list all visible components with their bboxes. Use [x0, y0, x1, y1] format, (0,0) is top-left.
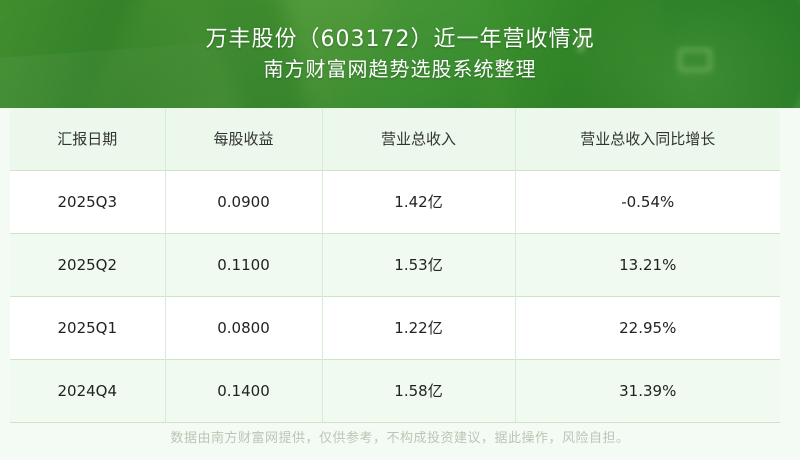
- cell-total-revenue: 1.58亿: [322, 358, 516, 423]
- cell-revenue-yoy: -0.54%: [515, 169, 780, 233]
- fuel-gauge-icon: F: [550, 0, 800, 108]
- table-body: 2025Q3 0.0900 1.42亿 -0.54% 2025Q2 0.1100…: [10, 169, 780, 423]
- table-row: 2024Q4 0.1400 1.58亿 31.39%: [10, 358, 780, 423]
- column-header-report-date: 汇报日期: [10, 108, 166, 170]
- table-row: 2025Q3 0.0900 1.42亿 -0.54%: [10, 169, 780, 233]
- financial-table: 汇报日期 每股收益 营业总收入 营业总收入同比增长 2025Q3 0.0900 …: [10, 108, 780, 423]
- table-row: 2025Q1 0.0800 1.22亿 22.95%: [10, 295, 780, 359]
- cell-revenue-yoy: 13.21%: [515, 232, 780, 296]
- cell-total-revenue: 1.53亿: [322, 232, 516, 296]
- gauge-full-label: F: [576, 28, 592, 58]
- financial-table-container: 汇报日期 每股收益 营业总收入 营业总收入同比增长 2025Q3 0.0900 …: [10, 108, 780, 423]
- column-header-revenue-yoy: 营业总收入同比增长: [515, 108, 780, 170]
- cell-eps: 0.1400: [165, 358, 323, 423]
- cell-revenue-yoy: 31.39%: [515, 358, 780, 423]
- cell-eps: 0.1100: [165, 232, 323, 296]
- fuel-pump-icon: [678, 48, 712, 72]
- page-subtitle: 南方财富网趋势选股系统整理: [263, 57, 537, 82]
- cell-total-revenue: 1.42亿: [322, 169, 516, 233]
- header-banner: F 万丰股份（603172）近一年营收情况 南方财富网趋势选股系统整理: [0, 0, 800, 108]
- column-header-eps: 每股收益: [165, 108, 323, 170]
- table-header-row: 汇报日期 每股收益 营业总收入 营业总收入同比增长: [10, 108, 780, 170]
- footer-disclaimer: 数据由南方财富网提供，仅供参考，不构成投资建议，据此操作，风险自担。: [170, 430, 630, 446]
- page-title: 万丰股份（603172）近一年营收情况: [205, 26, 595, 52]
- cell-report-date: 2025Q3: [10, 169, 166, 233]
- cell-report-date: 2024Q4: [10, 358, 166, 423]
- table-header: 汇报日期 每股收益 营业总收入 营业总收入同比增长: [10, 108, 780, 170]
- cell-report-date: 2025Q1: [10, 295, 166, 359]
- cell-eps: 0.0800: [165, 295, 323, 359]
- cell-total-revenue: 1.22亿: [322, 295, 516, 359]
- cell-revenue-yoy: 22.95%: [515, 295, 780, 359]
- column-header-total-revenue: 营业总收入: [322, 108, 516, 170]
- table-row: 2025Q2 0.1100 1.53亿 13.21%: [10, 232, 780, 296]
- cell-eps: 0.0900: [165, 169, 323, 233]
- cell-report-date: 2025Q2: [10, 232, 166, 296]
- title-block: 万丰股份（603172）近一年营收情况 南方财富网趋势选股系统整理: [0, 0, 800, 108]
